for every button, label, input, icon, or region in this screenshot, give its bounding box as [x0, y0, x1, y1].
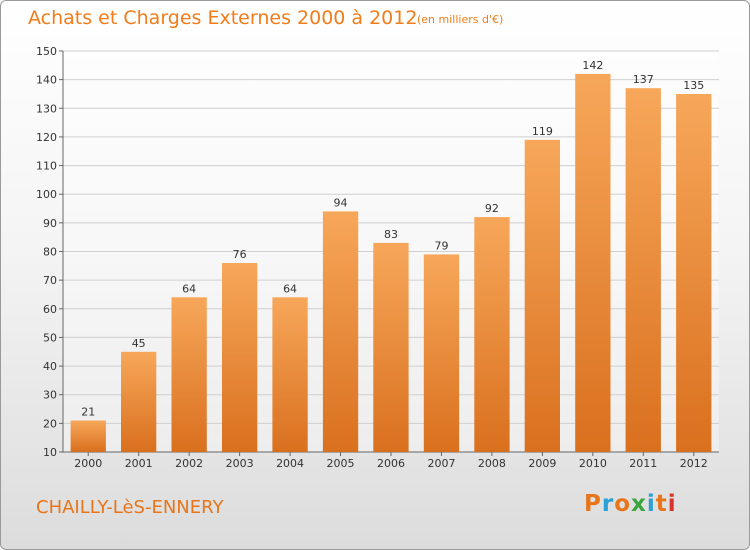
- proxiti-logo[interactable]: Proxiti: [584, 491, 677, 517]
- data-label: 76: [233, 248, 247, 261]
- logo-letter: t: [655, 491, 668, 517]
- x-tick-label: 2012: [680, 457, 708, 470]
- x-tick-label: 2010: [579, 457, 607, 470]
- data-label: 135: [683, 79, 704, 92]
- bar-2001: [121, 351, 157, 453]
- logo-letter: x: [631, 491, 647, 517]
- y-tick-label: 70: [43, 274, 57, 287]
- bar-2010: [575, 73, 611, 453]
- data-label: 64: [283, 282, 297, 295]
- y-tick-label: 140: [36, 74, 57, 87]
- y-tick-label: 120: [36, 131, 57, 144]
- x-tick-label: 2001: [125, 457, 153, 470]
- data-label: 45: [132, 337, 146, 350]
- bar-2007: [423, 254, 460, 452]
- data-label: 137: [633, 73, 654, 86]
- y-tick-label: 100: [36, 188, 57, 201]
- y-tick-label: 80: [43, 246, 57, 259]
- y-tick-label: 10: [43, 446, 57, 459]
- x-tick-label: 2008: [478, 457, 506, 470]
- y-tick-label: 130: [36, 102, 57, 115]
- x-tick-label: 2000: [74, 457, 102, 470]
- x-tick-label: 2002: [175, 457, 203, 470]
- bar-2005: [322, 211, 359, 452]
- bar-2012: [676, 94, 712, 452]
- bar-2009: [524, 139, 560, 453]
- bar-2000: [70, 420, 106, 452]
- logo-letter: o: [614, 491, 632, 517]
- data-label: 94: [334, 196, 348, 209]
- y-tick-label: 20: [43, 417, 57, 430]
- y-tick-label: 150: [36, 45, 57, 58]
- logo-letter: i: [667, 491, 677, 517]
- x-tick-label: 2011: [629, 457, 657, 470]
- data-label: 83: [384, 228, 398, 241]
- logo-letter: r: [601, 491, 615, 517]
- x-tick-label: 2004: [276, 457, 304, 470]
- bar-2011: [625, 88, 661, 452]
- y-tick-label: 90: [43, 217, 57, 230]
- y-tick-label: 50: [43, 331, 57, 344]
- x-tick-label: 2003: [226, 457, 254, 470]
- bar-2003: [222, 263, 258, 452]
- bar-2008: [474, 217, 510, 452]
- data-label: 92: [485, 202, 499, 215]
- x-tick-label: 2007: [427, 457, 455, 470]
- data-label: 79: [434, 239, 448, 252]
- data-label: 21: [81, 406, 95, 419]
- data-label: 142: [582, 59, 603, 72]
- logo-letter: i: [646, 491, 656, 517]
- data-label: 64: [182, 282, 196, 295]
- data-label: 119: [532, 125, 553, 138]
- bar-2002: [171, 297, 207, 452]
- logo-letter: P: [584, 491, 602, 517]
- bar-2006: [373, 242, 409, 452]
- x-tick-label: 2005: [327, 457, 355, 470]
- y-tick-label: 110: [36, 160, 57, 173]
- x-tick-label: 2006: [377, 457, 405, 470]
- y-tick-label: 60: [43, 303, 57, 316]
- y-tick-label: 30: [43, 389, 57, 402]
- x-tick-label: 2009: [528, 457, 556, 470]
- bar-2004: [272, 297, 308, 452]
- commune-name: CHAILLY-LèS-ENNERY: [36, 497, 224, 518]
- y-tick-label: 40: [43, 360, 57, 373]
- chart-subtitle: (en milliers d'€): [417, 13, 504, 26]
- chart-title: Achats et Charges Externes 2000 à 2012: [28, 7, 418, 29]
